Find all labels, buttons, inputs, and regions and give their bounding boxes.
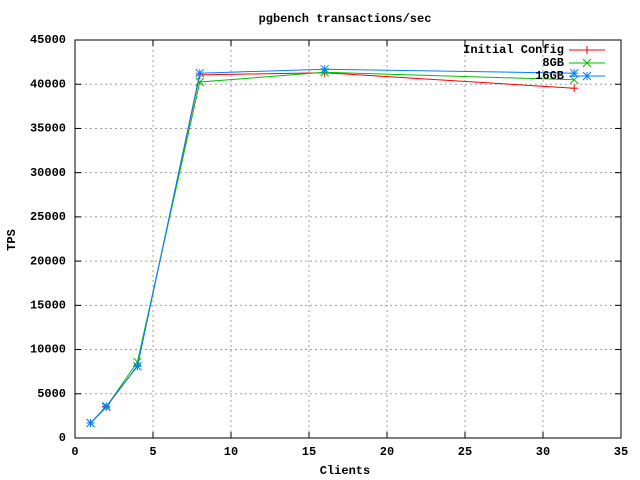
x-axis-label: Clients <box>320 464 370 478</box>
marker-stroke <box>320 64 329 74</box>
x-tick-label: 15 <box>302 445 316 459</box>
legend-label: Initial Config <box>463 43 564 57</box>
data-point <box>133 362 142 371</box>
legend-label: 8GB <box>542 56 564 70</box>
marker-stroke <box>195 68 205 78</box>
y-tick-label: 45000 <box>30 33 66 47</box>
x-tick-label: 20 <box>380 445 394 459</box>
legend-marker <box>582 71 592 81</box>
legend-label: 16GB <box>535 69 564 83</box>
y-tick-label: 15000 <box>30 299 66 313</box>
data-point <box>320 64 329 74</box>
marker-stroke <box>582 58 592 68</box>
y-tick-label: 30000 <box>30 166 66 180</box>
legend-marker <box>582 58 592 68</box>
marker-stroke <box>569 75 579 85</box>
data-point <box>133 357 142 367</box>
y-axis-label: TPS <box>5 229 19 251</box>
legend-marker <box>583 46 591 54</box>
x-tick-label: 30 <box>536 445 550 459</box>
y-tick-label: 0 <box>59 431 66 445</box>
chart-title: pgbench transactions/sec <box>259 12 432 26</box>
data-point <box>86 418 95 428</box>
y-tick-label: 5000 <box>37 387 66 401</box>
marker-stroke <box>101 401 111 411</box>
y-tick-label: 40000 <box>30 77 66 91</box>
data-point <box>569 75 579 85</box>
plot-border <box>74 39 622 439</box>
marker-stroke <box>86 418 95 428</box>
y-tick-label: 10000 <box>30 343 66 357</box>
y-tick-label: 25000 <box>30 210 66 224</box>
marker-stroke <box>133 357 142 367</box>
x-tick-label: 25 <box>458 445 472 459</box>
marker-stroke <box>133 362 142 371</box>
x-tick-label: 0 <box>71 445 78 459</box>
x-tick-label: 5 <box>149 445 156 459</box>
x-tick-label: 10 <box>224 445 238 459</box>
data-point <box>101 401 111 411</box>
data-point <box>570 84 579 93</box>
y-tick-label: 35000 <box>30 122 66 136</box>
data-point <box>195 68 205 78</box>
y-tick-label: 20000 <box>30 254 66 268</box>
x-tick-label: 35 <box>614 445 628 459</box>
marker-stroke <box>582 71 592 81</box>
